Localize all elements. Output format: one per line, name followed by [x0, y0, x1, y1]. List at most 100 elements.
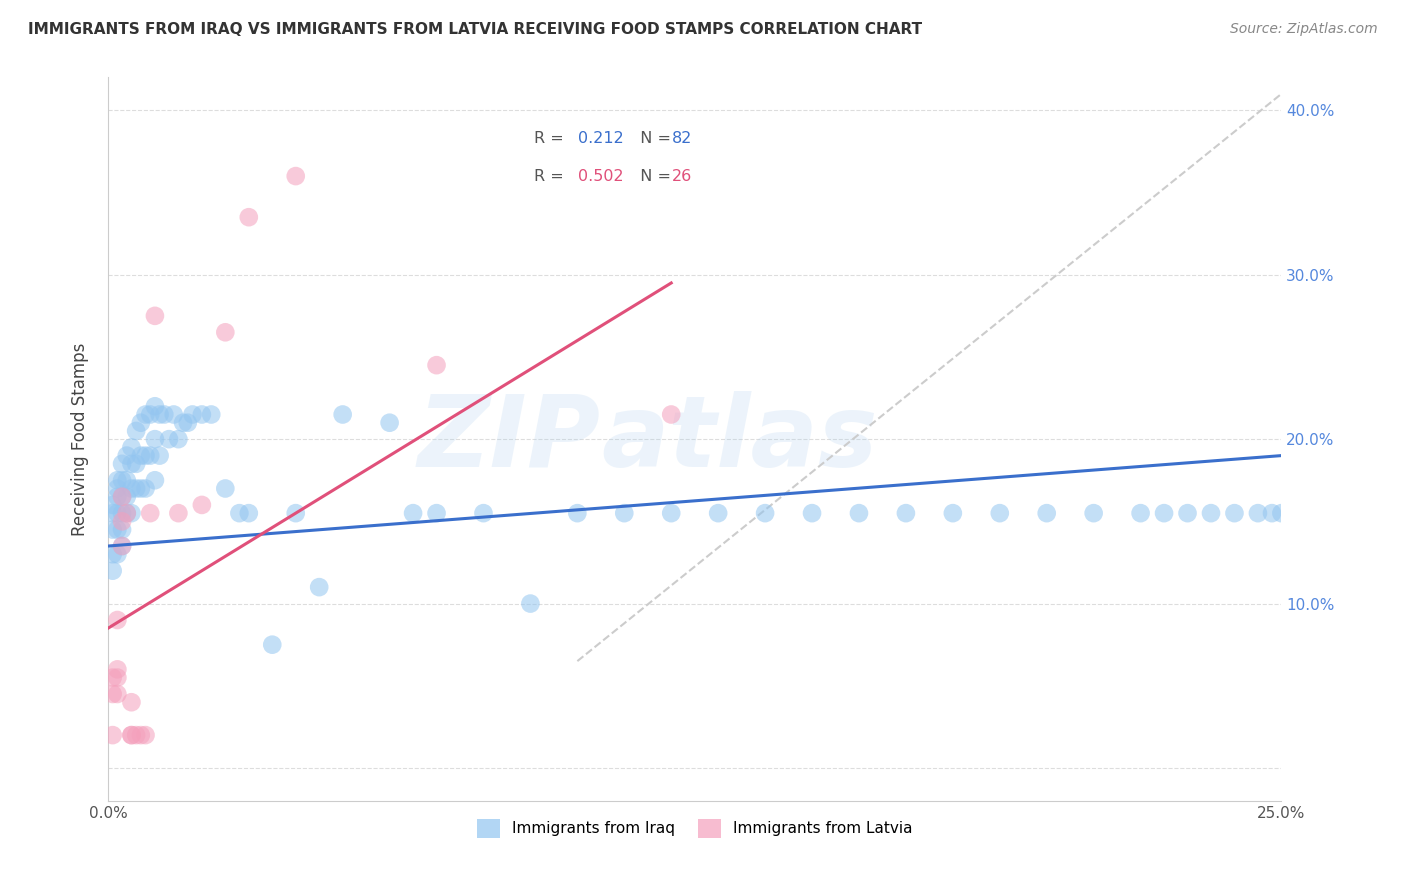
- Point: [472, 506, 495, 520]
- Point: [120, 457, 142, 471]
- Text: 0.502: 0.502: [578, 169, 624, 184]
- Point: [125, 728, 148, 742]
- Point: [135, 408, 157, 422]
- Point: [177, 416, 200, 430]
- Point: [105, 482, 128, 496]
- Point: [262, 638, 284, 652]
- Point: [801, 506, 824, 520]
- Point: [1083, 506, 1105, 520]
- Point: [125, 424, 148, 438]
- Point: [228, 506, 250, 520]
- Text: N =: N =: [630, 169, 676, 184]
- Point: [105, 547, 128, 561]
- Point: [191, 408, 214, 422]
- Point: [115, 449, 138, 463]
- Point: [111, 490, 134, 504]
- Point: [143, 399, 166, 413]
- Point: [238, 210, 260, 224]
- Text: ZIP: ZIP: [418, 391, 600, 488]
- Legend: Immigrants from Iraq, Immigrants from Latvia: Immigrants from Iraq, Immigrants from La…: [471, 813, 918, 844]
- Point: [894, 506, 917, 520]
- Text: R =: R =: [533, 131, 568, 145]
- Point: [105, 662, 128, 676]
- Text: R =: R =: [533, 169, 568, 184]
- Point: [214, 482, 236, 496]
- Point: [129, 728, 152, 742]
- Point: [1261, 506, 1284, 520]
- Text: 26: 26: [672, 169, 692, 184]
- Point: [163, 408, 186, 422]
- Point: [172, 416, 194, 430]
- Point: [988, 506, 1011, 520]
- Point: [105, 671, 128, 685]
- Point: [942, 506, 965, 520]
- Point: [105, 523, 128, 537]
- Point: [157, 432, 180, 446]
- Point: [135, 449, 157, 463]
- Point: [111, 539, 134, 553]
- Point: [214, 326, 236, 340]
- Point: [111, 514, 134, 528]
- Point: [659, 506, 682, 520]
- Point: [129, 482, 152, 496]
- Point: [707, 506, 730, 520]
- Point: [1223, 506, 1246, 520]
- Point: [105, 613, 128, 627]
- Point: [125, 457, 148, 471]
- Point: [139, 449, 162, 463]
- Point: [120, 506, 142, 520]
- Point: [238, 506, 260, 520]
- Point: [167, 432, 190, 446]
- Point: [105, 490, 128, 504]
- Point: [149, 449, 172, 463]
- Point: [101, 547, 124, 561]
- Point: [149, 408, 172, 422]
- Point: [101, 498, 124, 512]
- Point: [105, 506, 128, 520]
- Text: IMMIGRANTS FROM IRAQ VS IMMIGRANTS FROM LATVIA RECEIVING FOOD STAMPS CORRELATION: IMMIGRANTS FROM IRAQ VS IMMIGRANTS FROM …: [28, 22, 922, 37]
- Point: [139, 408, 162, 422]
- Text: N =: N =: [630, 131, 676, 145]
- Point: [115, 490, 138, 504]
- Point: [567, 506, 589, 520]
- Point: [848, 506, 870, 520]
- Point: [153, 408, 176, 422]
- Point: [1247, 506, 1270, 520]
- Point: [125, 482, 148, 496]
- Point: [1177, 506, 1199, 520]
- Point: [332, 408, 354, 422]
- Point: [111, 506, 134, 520]
- Point: [101, 728, 124, 742]
- Point: [135, 482, 157, 496]
- Point: [111, 457, 134, 471]
- Text: atlas: atlas: [600, 391, 877, 488]
- Point: [120, 441, 142, 455]
- Point: [659, 408, 682, 422]
- Point: [101, 506, 124, 520]
- Point: [105, 687, 128, 701]
- Point: [1129, 506, 1152, 520]
- Point: [135, 728, 157, 742]
- Point: [115, 473, 138, 487]
- Point: [613, 506, 636, 520]
- Point: [120, 728, 142, 742]
- Point: [111, 523, 134, 537]
- Point: [181, 408, 204, 422]
- Point: [1153, 506, 1175, 520]
- Point: [101, 687, 124, 701]
- Point: [101, 671, 124, 685]
- Point: [101, 523, 124, 537]
- Point: [284, 169, 307, 183]
- Point: [115, 506, 138, 520]
- Point: [378, 416, 401, 430]
- Point: [167, 506, 190, 520]
- Text: Source: ZipAtlas.com: Source: ZipAtlas.com: [1230, 22, 1378, 37]
- Point: [111, 539, 134, 553]
- Point: [139, 506, 162, 520]
- Point: [308, 580, 330, 594]
- Point: [1199, 506, 1222, 520]
- Point: [129, 416, 152, 430]
- Point: [754, 506, 776, 520]
- Point: [120, 482, 142, 496]
- Point: [120, 695, 142, 709]
